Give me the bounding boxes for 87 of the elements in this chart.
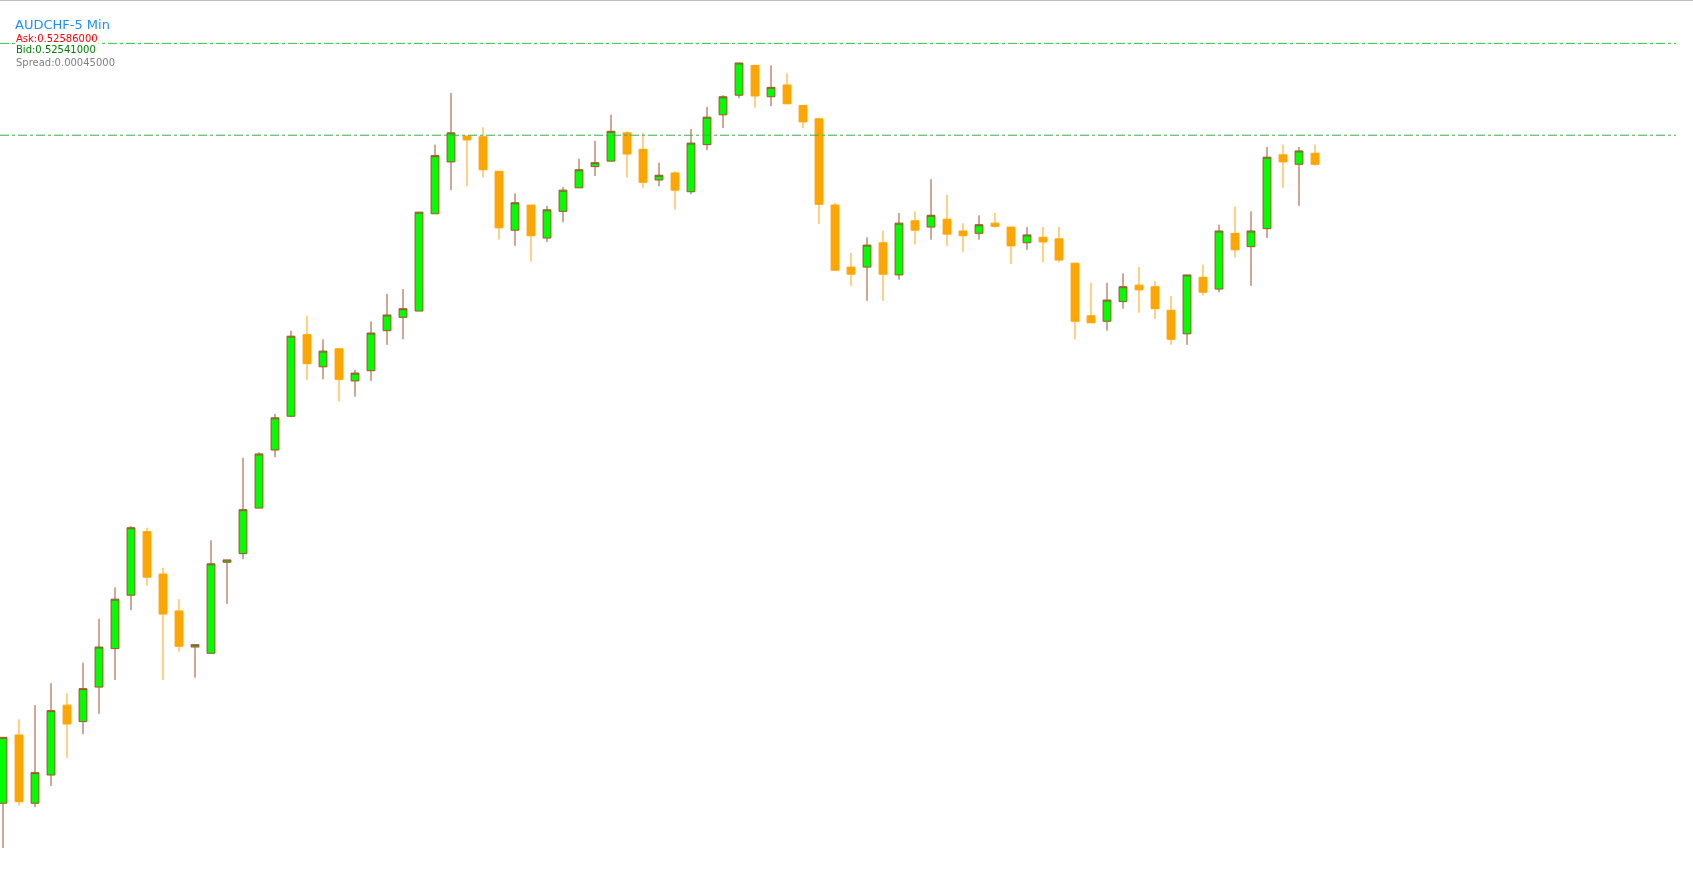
candlestick bbox=[926, 178, 936, 241]
candlestick bbox=[558, 186, 568, 223]
candlestick bbox=[590, 140, 600, 177]
candlestick bbox=[526, 204, 536, 263]
candlestick bbox=[334, 348, 344, 402]
candlestick bbox=[286, 330, 296, 418]
candlestick bbox=[1118, 272, 1128, 310]
candlestick bbox=[1214, 224, 1224, 293]
candlestick bbox=[1278, 144, 1288, 189]
candlestick bbox=[30, 704, 40, 808]
candlestick bbox=[686, 128, 696, 195]
candlestick bbox=[1022, 226, 1032, 251]
candlestick bbox=[174, 598, 184, 653]
candlestick bbox=[430, 144, 440, 215]
candlestick bbox=[782, 72, 792, 105]
candlestick bbox=[382, 293, 392, 346]
candlestick bbox=[1262, 146, 1272, 239]
candlestick bbox=[638, 132, 648, 189]
candlestick bbox=[1134, 266, 1144, 314]
candlestick bbox=[238, 457, 248, 560]
candlestick bbox=[606, 114, 616, 162]
candlestick bbox=[814, 118, 824, 225]
candlestick bbox=[1038, 226, 1048, 263]
candlestick bbox=[974, 214, 984, 241]
candlestick bbox=[46, 682, 56, 787]
candlestick bbox=[1182, 274, 1192, 346]
candlestick bbox=[766, 64, 776, 107]
candlestick bbox=[206, 539, 216, 654]
candlestick bbox=[398, 288, 408, 340]
candlestick bbox=[1054, 226, 1064, 263]
candlestick bbox=[14, 718, 24, 807]
candlestick bbox=[62, 692, 72, 759]
candlestick bbox=[158, 567, 168, 681]
candlestick bbox=[942, 194, 952, 247]
candlestick bbox=[1166, 295, 1176, 346]
text: Ask:0.52586000 bbox=[16, 33, 98, 44]
candlestick bbox=[446, 92, 456, 191]
candlestick bbox=[190, 644, 200, 679]
candlestick bbox=[1294, 146, 1304, 207]
candlestick bbox=[126, 525, 136, 611]
candlestick bbox=[318, 338, 328, 380]
candlestick bbox=[670, 170, 680, 211]
candlestick bbox=[94, 618, 104, 715]
candlestick bbox=[1102, 282, 1112, 332]
candlestick bbox=[1006, 226, 1016, 265]
candlestick bbox=[510, 192, 520, 247]
candlestick bbox=[734, 62, 744, 99]
candlestick bbox=[78, 662, 88, 735]
candlestick bbox=[142, 527, 152, 587]
candlestick bbox=[494, 170, 504, 241]
candlestick bbox=[654, 162, 664, 187]
candlestick bbox=[110, 586, 120, 681]
candlestick bbox=[1310, 144, 1320, 167]
candlestick bbox=[1198, 264, 1208, 296]
candlestick bbox=[462, 135, 472, 187]
candlestick bbox=[350, 369, 360, 398]
candlestick bbox=[830, 202, 840, 271]
candlestick bbox=[878, 230, 888, 302]
chart-title: AUDCHF-5 Min bbox=[15, 16, 110, 32]
candlestick bbox=[1086, 282, 1096, 324]
candlestick bbox=[798, 104, 808, 129]
candlestick bbox=[718, 94, 728, 129]
candlestick bbox=[990, 212, 1000, 229]
candlestick bbox=[414, 211, 424, 312]
candlestick bbox=[862, 236, 872, 302]
candlestick bbox=[910, 210, 920, 245]
candlestick bbox=[1246, 210, 1256, 287]
annotation: Spread:0.00045000 bbox=[16, 57, 116, 68]
candlestick bbox=[894, 212, 904, 281]
candlestick bbox=[366, 320, 376, 382]
candlestick bbox=[222, 559, 232, 605]
candlestick bbox=[302, 315, 312, 381]
candlestick bbox=[622, 130, 632, 179]
candlestick bbox=[702, 106, 712, 151]
candlestick bbox=[0, 736, 8, 849]
candlestick bbox=[574, 158, 584, 189]
candlestick bbox=[1230, 206, 1240, 259]
candlestick bbox=[542, 205, 552, 243]
text: Bid:0.52541000 bbox=[16, 44, 96, 55]
candlestick bbox=[270, 413, 280, 458]
candlestick bbox=[958, 222, 968, 253]
candlestick bbox=[750, 64, 760, 109]
candlestick bbox=[1070, 262, 1080, 340]
candlestick bbox=[1150, 280, 1160, 320]
candlestick bbox=[478, 126, 488, 179]
candlestick bbox=[846, 252, 856, 287]
candlestick bbox=[254, 451, 264, 509]
